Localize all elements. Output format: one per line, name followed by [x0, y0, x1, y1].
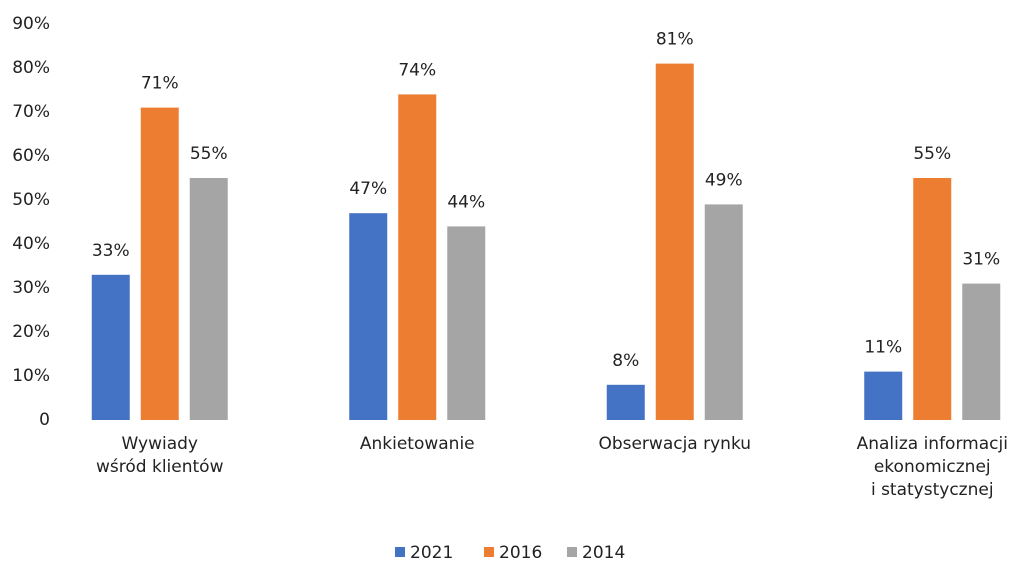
bar — [447, 226, 486, 420]
y-tick-label: 10% — [12, 366, 50, 386]
legend-swatch — [395, 547, 405, 557]
x-tick-label: Analiza informacji ekonomicznej i statysty… — [857, 434, 1008, 500]
x-tick-label: Wywiady wśród klientów — [96, 434, 224, 477]
bar — [962, 283, 1001, 420]
y-tick-label: 30% — [12, 278, 50, 298]
x-tick-label-line: ekonomicznej — [874, 457, 991, 477]
x-tick-label-line: Analiza informacji — [857, 434, 1008, 454]
bar — [864, 371, 903, 420]
legend-swatch — [567, 547, 577, 557]
data-label: 31% — [962, 250, 1000, 270]
bar — [704, 204, 743, 420]
y-tick-label: 60% — [12, 146, 50, 166]
y-tick-label: 40% — [12, 234, 50, 254]
data-label: 8% — [612, 351, 639, 371]
data-label: 11% — [864, 338, 902, 358]
y-tick-label: 0 — [39, 410, 50, 430]
x-tick-label-line: Ankietowanie — [360, 434, 475, 454]
y-tick-label: 70% — [12, 102, 50, 122]
data-label: 55% — [190, 144, 228, 164]
bar — [189, 178, 228, 420]
bar — [913, 178, 952, 420]
x-tick-label-line: wśród klientów — [96, 457, 224, 477]
x-tick-label-line: Obserwacja rynku — [598, 434, 751, 454]
bar — [655, 63, 694, 420]
x-tick-label-line: i statystycznej — [871, 480, 994, 500]
data-label: 44% — [447, 192, 485, 212]
y-tick-label: 90% — [12, 14, 50, 34]
data-label: 81% — [656, 30, 694, 50]
data-label: 71% — [141, 74, 179, 94]
bar — [349, 213, 388, 420]
bar — [398, 94, 437, 421]
legend-label: 2021 — [410, 543, 453, 563]
x-tick-label-line: Wywiady — [122, 434, 198, 454]
data-label: 74% — [398, 60, 436, 80]
bar — [606, 384, 645, 420]
data-label: 55% — [913, 144, 951, 164]
y-tick-label: 80% — [12, 58, 50, 78]
x-tick-label: Obserwacja rynku — [598, 434, 751, 454]
legend-label: 2014 — [582, 543, 625, 563]
bar — [91, 274, 130, 420]
data-label: 49% — [705, 170, 743, 190]
y-tick-label: 50% — [12, 190, 50, 210]
data-label: 33% — [92, 241, 130, 261]
data-label: 47% — [349, 179, 387, 199]
legend-label: 2016 — [499, 543, 542, 563]
x-tick-label: Ankietowanie — [360, 434, 475, 454]
y-tick-label: 20% — [12, 322, 50, 342]
bar — [140, 107, 179, 420]
legend-swatch — [484, 547, 494, 557]
